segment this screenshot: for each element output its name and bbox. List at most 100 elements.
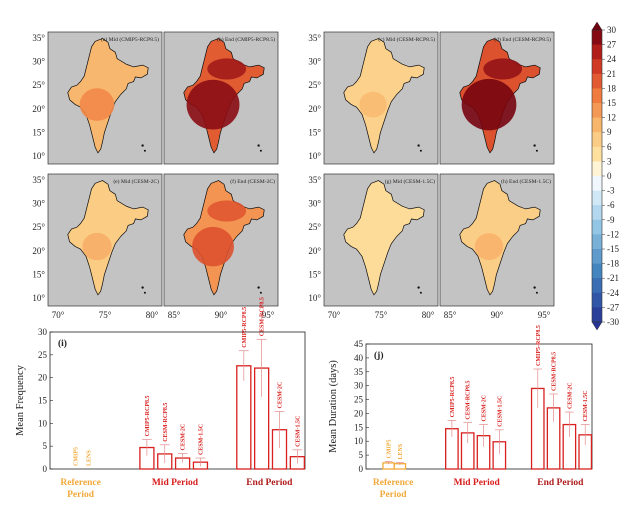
heat-hotspot-north	[207, 58, 247, 80]
panel-label: (d) End (CESM-RCP8.5)	[494, 36, 551, 43]
bar-chart-duration: 0 5 10 15 20 25 30 35 40 45 Mean Duration (days) (j…	[328, 325, 593, 500]
map-panel: (f) End (CESM-2C)	[163, 173, 279, 307]
islands	[141, 144, 144, 147]
lon-tick-label: 90°	[215, 310, 228, 320]
islands	[419, 291, 422, 294]
colorbar-tick-label: -18	[607, 259, 619, 269]
colorbar-tick-label: 3	[607, 156, 612, 166]
y-tick-label: 25	[38, 350, 48, 360]
islands	[141, 286, 144, 289]
lat-tick-label: 10°	[308, 151, 321, 161]
heat-hotspot	[474, 233, 504, 260]
colorbar-cell	[592, 249, 602, 264]
islands	[143, 291, 146, 294]
map-panel: (e) Mid (CESM-2C)	[47, 173, 163, 307]
colorbar: 302724211815129630-3-6-9-12-15-18-21-24-…	[591, 21, 619, 331]
colorbar-cell	[592, 161, 602, 177]
colorbar-cell	[592, 30, 602, 45]
bar-label: CMIP5-RCP8.5	[536, 325, 542, 366]
bar-label: CESM-RCP8.5	[466, 380, 472, 419]
panel-label: (h) End (CESM-1.5C)	[501, 178, 551, 185]
y-tick-label: 35	[354, 367, 364, 377]
bar-label: CMIP5-RCP8.5	[242, 307, 248, 348]
colorbar-tick-label: 24	[607, 54, 617, 64]
lat-tick-label: 35°	[308, 33, 321, 43]
lon-tick-label: 75°	[99, 310, 112, 320]
colorbar-tick-label: 21	[607, 69, 616, 79]
y-tick-label: 5	[359, 450, 364, 460]
colorbar-cell	[592, 234, 602, 250]
colorbar-arrow-bottom	[591, 321, 603, 331]
lat-tick-label: 20°	[308, 104, 321, 114]
lat-tick-label: 25°	[32, 80, 45, 90]
bar-label: CMIP5	[74, 447, 80, 466]
islands	[419, 149, 422, 152]
bar-charts: 0 5 10 15 20 25 30 Mean Frequency (i) CMIP5 LENS CM…	[15, 297, 593, 500]
lat-tick-label: 15°	[308, 269, 321, 279]
colorbar-tick-label: -21	[607, 273, 619, 283]
y-tick-label: 20	[38, 373, 48, 383]
lat-tick-label: 25°	[308, 222, 321, 232]
colorbar-cell	[592, 117, 602, 133]
panel-label: (g) Mid (CESM-1.5C)	[385, 178, 435, 185]
group-label-line2: Period	[380, 490, 408, 500]
colorbar-cell	[592, 176, 602, 191]
lat-tick-label: 30°	[308, 57, 321, 67]
colorbar-tick-label: -27	[607, 302, 619, 312]
lat-tick-label: 35°	[308, 175, 321, 185]
lon-tick-label: 85°	[168, 310, 181, 320]
colorbar-cell	[592, 219, 602, 235]
panel-label: (i)	[58, 338, 67, 349]
y-tick-label: 10	[354, 436, 364, 446]
group-label: End Period	[537, 478, 584, 488]
islands	[257, 286, 260, 289]
colorbar-cell	[592, 103, 602, 118]
panel-label: (e) Mid (CESM-2C)	[113, 178, 159, 185]
y-tick-label: 0	[359, 464, 364, 474]
colorbar-tick-label: -9	[607, 215, 615, 225]
bar	[236, 365, 252, 470]
lon-tick-label: 95°	[538, 310, 551, 320]
colorbar-tick-label: -30	[607, 317, 619, 327]
colorbar-cell	[592, 146, 602, 162]
islands	[257, 144, 260, 147]
colorbar-cell	[592, 132, 602, 148]
map-panel: (b) End (CMIP5-RCP8.5)	[163, 31, 279, 165]
heat-hotspot-north	[207, 200, 247, 222]
bar-label: CESM-2C	[181, 424, 187, 451]
bar-label: CESM-1.5C	[583, 390, 589, 421]
bar-label: CESM-1.5C	[198, 424, 204, 455]
y-axis-label: Mean Frequency	[15, 364, 26, 436]
y-tick-label: 30	[354, 381, 364, 391]
y-tick-label: 15	[354, 422, 364, 432]
lat-tick-label: 10°	[308, 293, 321, 303]
bar-label: CMIP5	[387, 440, 393, 459]
bar-label: CMIP5-RCP8.5	[145, 395, 151, 436]
y-tick-label: 45	[354, 339, 364, 349]
colorbar-cell	[592, 73, 602, 89]
y-axis-label: Mean Duration (days)	[328, 360, 339, 453]
group-label: Mid Period	[152, 478, 199, 488]
islands	[417, 286, 420, 289]
lat-tick-label: 35°	[32, 33, 45, 43]
y-tick-label: 10	[38, 418, 48, 428]
colorbar-tick-label: 27	[607, 40, 617, 50]
group-label: Mid Period	[454, 478, 501, 488]
heat-hotspot	[192, 226, 234, 267]
colorbar-arrow-top	[591, 21, 603, 31]
group-label: Reference	[373, 478, 413, 488]
panel-label: (j)	[374, 350, 384, 361]
bar-label: CESM-RCP8.5	[260, 297, 266, 336]
lon-tick-label: 70°	[328, 310, 341, 320]
lat-tick-label: 20°	[308, 246, 321, 256]
islands	[259, 291, 262, 294]
lat-tick-label: 15°	[32, 127, 45, 137]
bar-label: CESM-2C	[278, 382, 284, 409]
map-panel: (d) End (CESM-RCP8.5)	[439, 31, 555, 165]
colorbar-cell	[592, 263, 602, 279]
panel-label: (c) Mid (CESM-RCP8.5)	[378, 36, 435, 43]
heat-hotspot	[79, 88, 115, 121]
islands	[533, 286, 536, 289]
islands	[143, 149, 146, 152]
